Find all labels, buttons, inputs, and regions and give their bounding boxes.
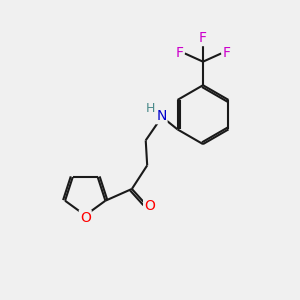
Text: F: F <box>223 46 231 60</box>
Text: H: H <box>146 102 155 115</box>
Text: F: F <box>199 31 207 45</box>
Text: O: O <box>144 199 155 213</box>
Text: F: F <box>176 46 183 60</box>
Text: O: O <box>80 211 91 225</box>
Text: N: N <box>156 109 166 123</box>
